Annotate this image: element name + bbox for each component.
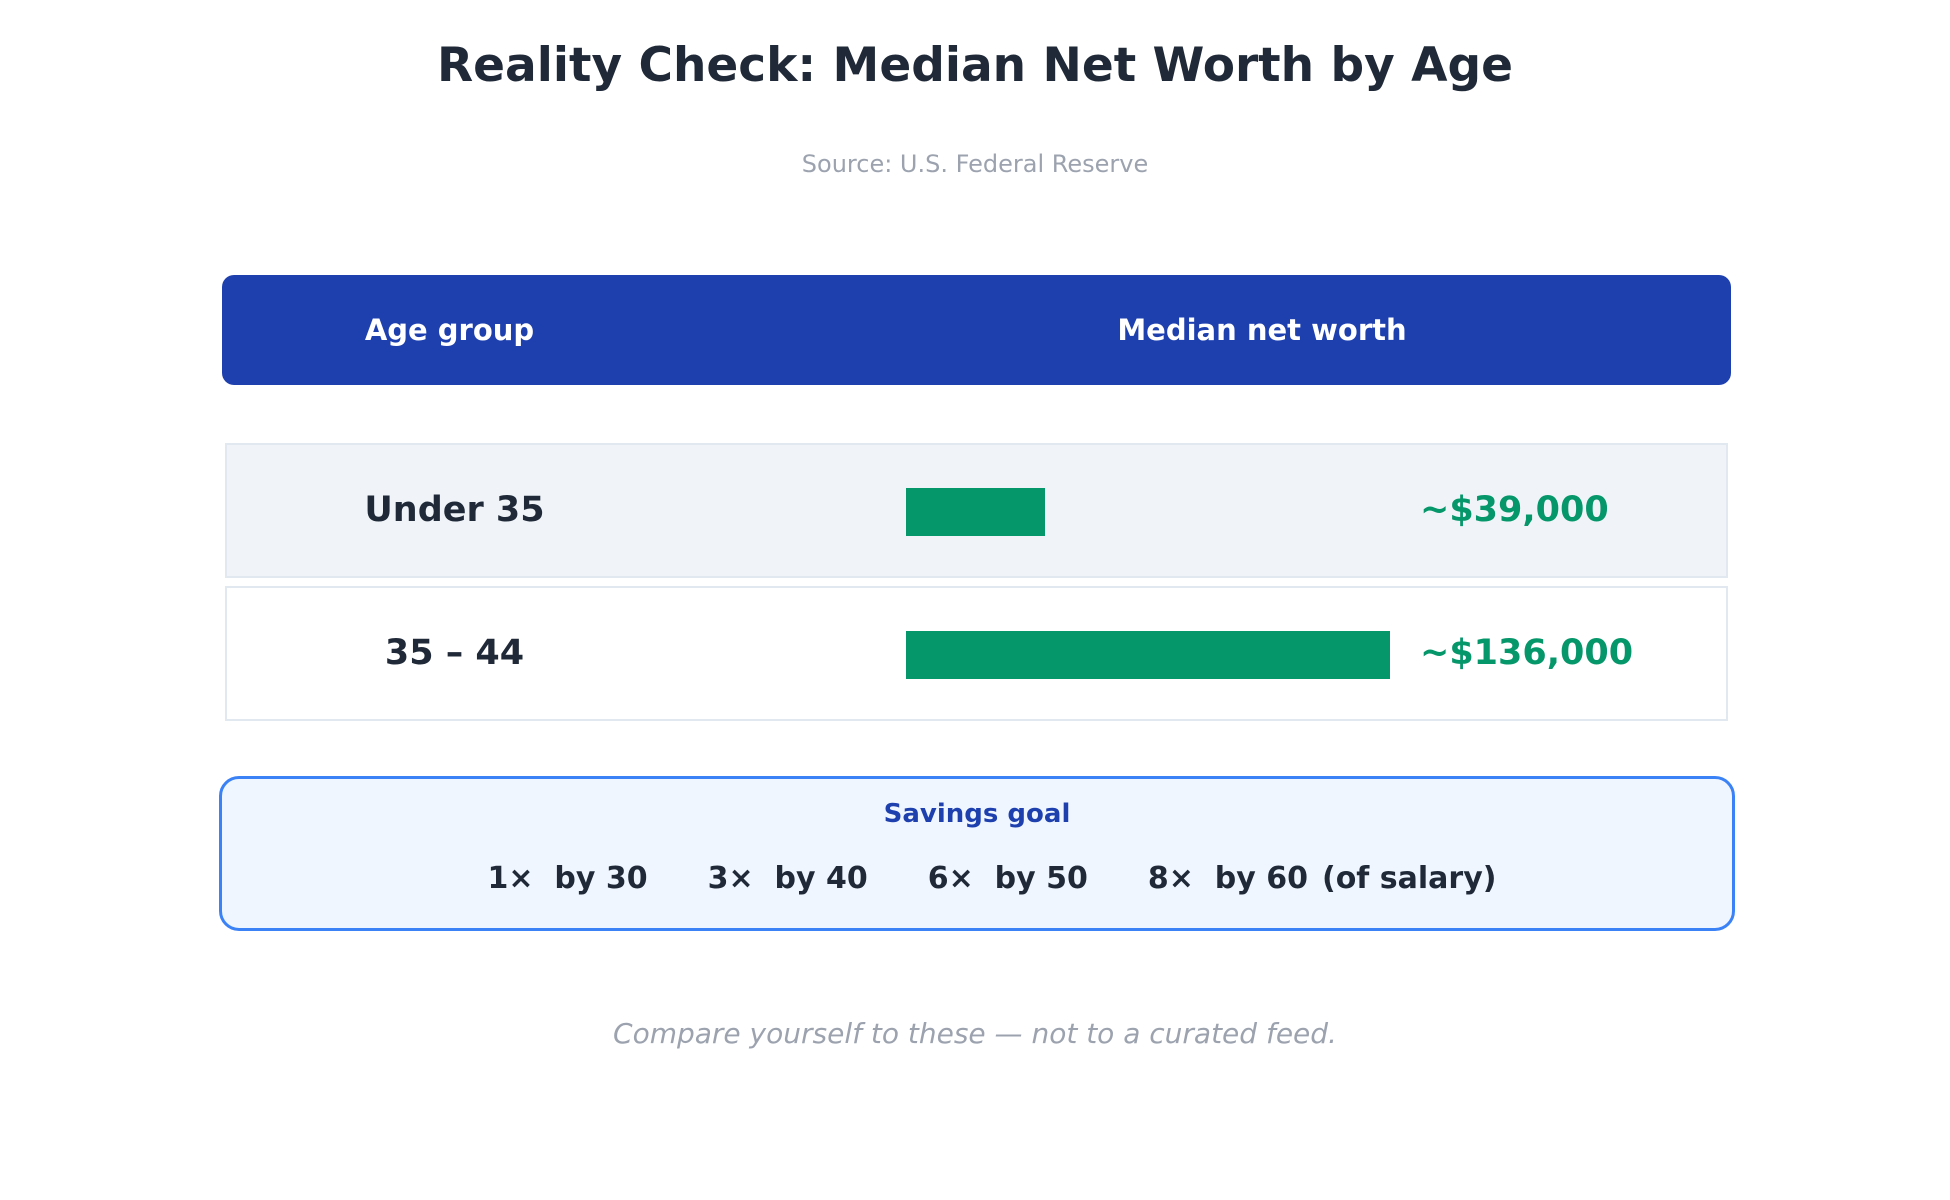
table-header: Age group Median net worth	[222, 275, 1731, 385]
table-row: 35 – 44 ~$136,000	[225, 586, 1728, 721]
bar-35-44	[906, 631, 1390, 679]
goal-item-30: 1× by 30	[487, 861, 648, 896]
goal-item-40: 3× by 40	[707, 861, 868, 896]
source-subtitle: Source: U.S. Federal Reserve	[801, 150, 1149, 178]
savings-goal-box: Savings goal 1× by 30 3× by 40 6× by 50 8× …	[219, 776, 1735, 931]
bar-under-35	[906, 488, 1045, 536]
footer-note: Compare yourself to these — not to a cur…	[613, 1017, 1337, 1050]
header-age-group: Age group	[364, 313, 535, 347]
goal-item-60: 8× by 60	[1147, 861, 1308, 896]
savings-goal-title: Savings goal	[883, 799, 1071, 829]
table-row: Under 35 ~$39,000	[225, 443, 1728, 578]
page-title: Reality Check: Median Net Worth by Age	[436, 38, 1514, 93]
goal-item-50: 6× by 50	[927, 861, 1088, 896]
savings-goal-items: 1× by 30 3× by 40 6× by 50 8× by 60 (of sala…	[222, 861, 1732, 896]
value-label-under-35: ~$39,000	[1420, 490, 1609, 530]
goal-suffix: (of salary)	[1321, 861, 1497, 896]
value-label-35-44: ~$136,000	[1420, 633, 1634, 673]
row-label-under-35: Under 35	[364, 490, 545, 530]
header-median-net-worth: Median net worth	[1117, 313, 1407, 347]
row-label-35-44: 35 – 44	[384, 633, 525, 673]
